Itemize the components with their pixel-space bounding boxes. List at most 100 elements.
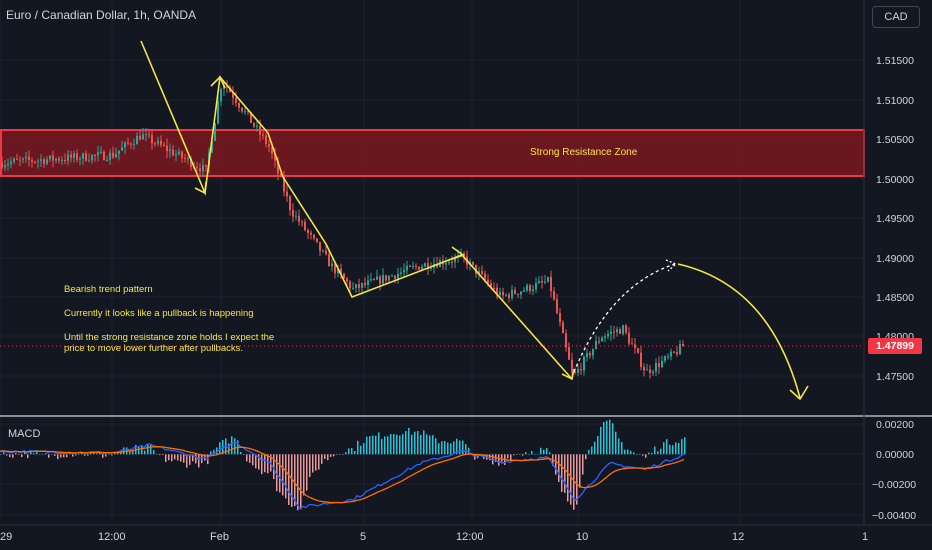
macd-histogram-bar [285, 454, 287, 499]
candle-body [487, 279, 489, 284]
forecast-curve-line[interactable] [677, 263, 801, 399]
candle-body [577, 369, 579, 373]
candle-body [559, 312, 561, 323]
candle-body [424, 263, 426, 267]
macd-histogram-bar [582, 454, 584, 475]
candle-body [55, 158, 57, 161]
macd-histogram-bar [87, 454, 89, 456]
candle-body [673, 351, 675, 353]
macd-histogram-bar [219, 442, 221, 455]
macd-histogram-bar [585, 454, 587, 460]
candle-body [553, 291, 555, 300]
macd-histogram-bar [639, 454, 641, 455]
candle-body [532, 289, 534, 292]
price-scale: 1.51500 1.51000 1.50500 1.50000 1.49500 … [876, 55, 914, 383]
candle-body [448, 261, 450, 264]
candle-body [196, 166, 198, 169]
macd-histogram-bar [297, 454, 299, 511]
forecast-arrowhead [789, 385, 809, 401]
candle-body [523, 290, 525, 292]
candle-body [130, 143, 132, 145]
macd-histogram-bar [384, 436, 386, 455]
candle-body [292, 210, 294, 217]
macd-histogram-bar [162, 454, 164, 455]
candle-body [355, 284, 357, 288]
macd-histogram-bar [30, 450, 32, 455]
macd-histogram-bar [525, 452, 527, 455]
candle-body [22, 158, 24, 160]
macd-histogram-bar [168, 454, 170, 461]
candle-body [586, 352, 588, 357]
candle-body [94, 155, 96, 157]
macd-indicator-label[interactable]: MACD [8, 428, 41, 440]
symbol-title[interactable]: Euro / Canadian Dollar, 1h, OANDA [6, 8, 197, 22]
candle-body [97, 152, 99, 156]
candle-body [190, 158, 192, 167]
trend-arrowhead-4 [561, 368, 575, 381]
macd-histogram-bar [495, 454, 497, 462]
candle-body [481, 271, 483, 274]
candle-body [127, 142, 129, 144]
candle-body [472, 261, 474, 265]
macd-histogram-bar [510, 454, 512, 462]
macd-histogram-bar [318, 454, 320, 470]
candle-body [247, 111, 249, 113]
candle-body [343, 273, 345, 279]
macd-histogram-bar [423, 430, 425, 455]
candle-body [178, 151, 180, 155]
candle-body [667, 356, 669, 358]
macd-histogram-bar [528, 454, 530, 455]
candle-body [430, 267, 432, 269]
macd-histogram-bar [390, 434, 392, 455]
candle-body [595, 341, 597, 349]
candle-body [391, 275, 393, 277]
macd-histogram-bar [42, 454, 44, 455]
candle-body [7, 163, 9, 166]
macd-histogram-bar [597, 436, 599, 455]
candle-body [253, 122, 255, 127]
candle-body [235, 98, 237, 104]
trend-zigzag-line[interactable] [140, 40, 573, 380]
candle-body [121, 147, 123, 151]
macd-histogram-bar [171, 454, 173, 462]
currency-button[interactable]: CAD [872, 6, 920, 28]
candle-body [211, 140, 213, 153]
candle-body [475, 264, 477, 274]
macd-histogram-bar [291, 454, 293, 507]
candle-body [109, 152, 111, 160]
macd-histogram-bar [645, 454, 647, 458]
candle-body [367, 280, 369, 285]
candle-body [34, 161, 36, 163]
macd-histogram-bar [651, 452, 653, 455]
candle-body [610, 331, 612, 334]
candle-body [325, 250, 327, 255]
resistance-zone[interactable] [0, 129, 865, 177]
macd-histogram-bar [264, 454, 266, 473]
candle-body [13, 158, 15, 162]
macd-histogram-bar [564, 454, 566, 493]
candle-body [46, 159, 48, 164]
macd-histogram-bar [351, 448, 353, 455]
macd-histogram-bar [267, 454, 269, 474]
pullback-arrowhead [665, 259, 678, 272]
macd-histogram-bar [462, 440, 464, 455]
macd-histogram-bar [369, 436, 371, 455]
candle-body [328, 254, 330, 267]
candle-body [154, 143, 156, 145]
macd-histogram-bar [228, 443, 230, 455]
macd-histogram-bar [537, 453, 539, 455]
candle-body [397, 273, 399, 279]
candle-body [88, 160, 90, 162]
candle-body [406, 265, 408, 271]
macd-scale: 0.00200 0.00000 −0.00200 −0.00400 [872, 419, 916, 522]
candle-body [169, 149, 171, 152]
macd-histogram-bar [12, 454, 14, 458]
macd-histogram-bar [150, 444, 152, 455]
candle-body [214, 123, 216, 141]
macd-histogram-bar [60, 454, 62, 458]
trend-arrowhead-1 [194, 181, 207, 195]
candle-body [601, 337, 603, 342]
candle-body [337, 268, 339, 274]
macd-histogram-bar [375, 435, 377, 455]
